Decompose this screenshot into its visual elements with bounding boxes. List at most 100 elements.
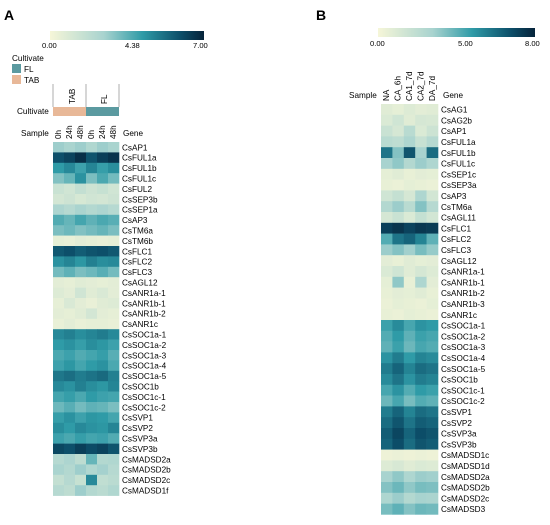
- gene-label-a: Gene: [123, 129, 143, 138]
- row-label: CsMADSD2b: [441, 484, 490, 493]
- heatmap-cell: [53, 360, 65, 372]
- heatmap-cell: [415, 460, 427, 472]
- heatmap-cell: [415, 179, 427, 191]
- heatmap-cell: [426, 276, 439, 288]
- heatmap-cell: [381, 125, 393, 137]
- heatmap-cell: [392, 298, 405, 310]
- heatmap-cell: [403, 104, 416, 116]
- heatmap-cell: [108, 194, 120, 205]
- heatmap-cell: [86, 422, 98, 434]
- heatmap-cell: [426, 125, 439, 137]
- heatmap-cell: [75, 308, 87, 320]
- heatmap-cell: [415, 395, 427, 407]
- row-label: CsFLC1: [122, 247, 152, 256]
- heatmap-cell: [53, 412, 65, 424]
- cultivate-legend-title: Cultivate: [12, 54, 44, 63]
- heatmap-cell: [86, 277, 98, 288]
- heatmap-cell: [392, 438, 405, 450]
- heatmap-cell: [426, 438, 439, 450]
- heatmap-cell: [403, 309, 416, 321]
- heatmap-cell: [392, 503, 405, 515]
- heatmap-cell: [392, 309, 405, 321]
- heatmap-cell: [97, 235, 109, 247]
- row-label: CsMADSD2b: [122, 466, 171, 475]
- heatmap-cell: [86, 350, 98, 361]
- row-label: CsANR1b-1: [441, 278, 485, 287]
- heatmap-cell: [108, 308, 120, 320]
- column-label: 0h: [54, 129, 63, 139]
- sample-label-a: Sample: [21, 129, 49, 138]
- row-label: CsFLC3: [122, 268, 152, 277]
- heatmap-cell: [108, 433, 120, 444]
- heatmap-cell: [415, 255, 427, 267]
- heatmap-cell: [53, 277, 65, 288]
- heatmap-cell: [64, 194, 76, 205]
- heatmap-cell: [86, 256, 98, 268]
- heatmap-cell: [53, 381, 65, 392]
- heatmap-cell: [64, 308, 76, 320]
- row-label: CsANR1a-1: [122, 289, 166, 298]
- heatmap-b-cells: [381, 104, 439, 515]
- heatmap-cell: [415, 168, 427, 180]
- heatmap-cell: [75, 318, 87, 330]
- row-label: CsFLC1: [441, 224, 471, 233]
- heatmap-cell: [426, 287, 439, 299]
- cultivate-bar-fl: [86, 107, 119, 116]
- heatmap-cell: [426, 395, 439, 407]
- heatmap-cell: [53, 391, 65, 403]
- heatmap-cell: [108, 235, 120, 247]
- heatmap-cell: [403, 363, 416, 375]
- row-label: CsMADSD2a: [441, 473, 490, 482]
- heatmap-cell: [108, 287, 120, 299]
- heatmap-cell: [86, 360, 98, 372]
- row-label: CsSVP2: [122, 424, 153, 433]
- heatmap-cell: [53, 204, 65, 216]
- heatmap-cell: [415, 363, 427, 375]
- heatmap-cell: [108, 142, 120, 153]
- heatmap-cell: [108, 474, 120, 486]
- heatmap-cell: [53, 422, 65, 434]
- heatmap-cell: [392, 158, 405, 170]
- heatmap-cell: [97, 246, 109, 257]
- heatmap-cell: [53, 142, 65, 153]
- heatmap-cell: [53, 214, 65, 226]
- row-label: CsTM6b: [122, 237, 153, 246]
- row-label: CsMADSD1d: [441, 462, 490, 471]
- heatmap-cell: [415, 233, 427, 245]
- heatmap-cell: [403, 374, 416, 386]
- cultivate-legend-swatch-tab: [12, 75, 21, 84]
- heatmap-cell: [86, 381, 98, 392]
- row-label: CsMADSD3: [441, 505, 486, 514]
- heatmap-cell: [381, 114, 393, 126]
- heatmap-cell: [403, 341, 416, 353]
- row-label: CsANR1b-2: [122, 310, 166, 319]
- heatmap-cell: [381, 503, 393, 515]
- column-label: 0h: [87, 129, 96, 139]
- heatmap-cell: [75, 173, 87, 184]
- heatmap-cell: [426, 298, 439, 310]
- heatmap-cell: [97, 412, 109, 424]
- heatmap-cell: [392, 233, 405, 245]
- heatmap-cell: [381, 482, 393, 494]
- cultivate-bar-tab: [53, 107, 86, 116]
- cultivate-group-label-tab: TAB: [68, 88, 77, 104]
- heatmap-cell: [75, 433, 87, 444]
- heatmap-cell: [53, 464, 65, 476]
- row-label: CsMADSD2c: [441, 494, 489, 503]
- heatmap-cell: [381, 417, 393, 429]
- heatmap-cell: [426, 330, 439, 342]
- heatmap-cell: [64, 287, 76, 299]
- heatmap-cell: [53, 308, 65, 320]
- heatmap-cell: [97, 266, 109, 278]
- row-label: CsANR1b-3: [441, 300, 485, 309]
- row-label: CsSVP3b: [122, 445, 158, 454]
- heatmap-cell: [75, 485, 87, 496]
- row-label: CsSVP1: [441, 408, 472, 417]
- row-label: CsSOC1c-2: [441, 397, 485, 406]
- cultivate-legend-swatch-fl: [12, 64, 21, 73]
- heatmap-cell: [75, 266, 87, 278]
- heatmap-cell: [415, 222, 427, 234]
- heatmap-cell: [415, 266, 427, 278]
- heatmap-cell: [403, 482, 416, 494]
- heatmap-cell: [415, 492, 427, 504]
